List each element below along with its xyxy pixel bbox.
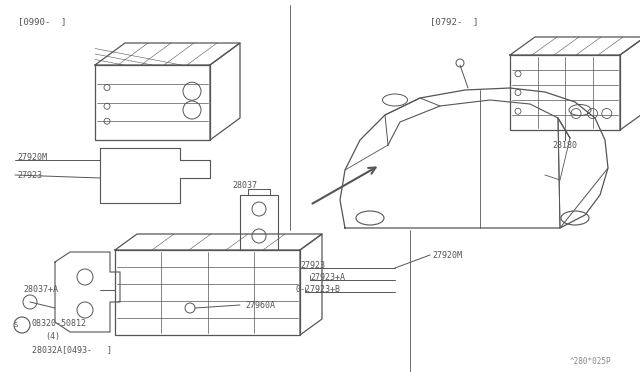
Text: 27920M: 27920M [17, 154, 47, 163]
Text: 28180: 28180 [552, 141, 577, 151]
Text: ^280*025P: ^280*025P [570, 357, 612, 366]
Text: (4): (4) [45, 333, 60, 341]
Text: S: S [14, 322, 18, 328]
Text: 27960A: 27960A [245, 301, 275, 310]
Text: 27923+A: 27923+A [310, 273, 345, 282]
Text: 0-27923+B: 0-27923+B [295, 285, 340, 295]
Text: 27920M: 27920M [432, 250, 462, 260]
Text: 28032A[0493-   ]: 28032A[0493- ] [32, 346, 112, 355]
Bar [240, 195, 278, 250]
Text: [0792-  ]: [0792- ] [430, 17, 478, 26]
Bar [115, 250, 300, 335]
Text: 08320-50812: 08320-50812 [32, 318, 87, 327]
Bar [510, 55, 620, 130]
Text: 27923: 27923 [300, 262, 325, 270]
Text: 28037: 28037 [232, 180, 257, 189]
Bar [95, 65, 210, 140]
Text: [0990-  ]: [0990- ] [18, 17, 67, 26]
Text: 28037+A: 28037+A [23, 285, 58, 295]
Text: 27923: 27923 [17, 170, 42, 180]
